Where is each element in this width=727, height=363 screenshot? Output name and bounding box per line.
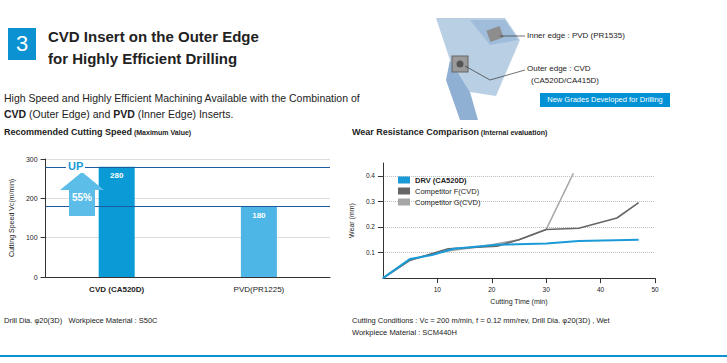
html-text:Workpiece Material : SCM440H: Workpiece Material : SCM440H xyxy=(352,328,457,337)
svg-text:0.1: 0.1 xyxy=(366,249,375,256)
html-text:(CA520D/CA415D): (CA520D/CA415D) xyxy=(531,76,599,85)
svg-text:300: 300 xyxy=(26,156,38,163)
html-text:New Grades Developed for Drill: New Grades Developed for Drilling xyxy=(547,95,663,104)
html-text:for Highly Efficient Drilling: for Highly Efficient Drilling xyxy=(48,50,238,67)
svg-text:DRV (CA520D): DRV (CA520D) xyxy=(415,176,467,185)
svg-text:0.4: 0.4 xyxy=(366,172,375,179)
svg-text:280: 280 xyxy=(110,171,124,180)
html-text:CVD (Outer Edge) and PVD (Inne: CVD (Outer Edge) and PVD (Inner Edge) In… xyxy=(4,108,234,120)
html-text:Recommended Cutting Speed(Maxi: Recommended Cutting Speed(Maximum Value) xyxy=(4,127,192,137)
svg-text:Competitor G(CVD): Competitor G(CVD) xyxy=(415,198,481,207)
svg-text:CVD (CA520D): CVD (CA520D) xyxy=(89,285,144,294)
svg-text:30: 30 xyxy=(543,286,551,293)
html-text:3: 3 xyxy=(15,31,29,56)
svg-text:PVD(PR1225): PVD(PR1225) xyxy=(234,285,285,294)
svg-text:200: 200 xyxy=(26,195,38,202)
svg-text:40: 40 xyxy=(597,286,605,293)
svg-text:100: 100 xyxy=(26,234,38,241)
svg-text:Competitor F(CVD): Competitor F(CVD) xyxy=(415,187,480,196)
svg-text:0.2: 0.2 xyxy=(366,223,375,230)
svg-text:Wear (mm): Wear (mm) xyxy=(348,203,356,238)
html-text:55%: 55% xyxy=(72,192,92,203)
html-text:CVD Insert on the Outer Edge: CVD Insert on the Outer Edge xyxy=(48,28,259,45)
html-text:Wear Resistance Comparison(Int: Wear Resistance Comparison(Internal eval… xyxy=(352,127,548,137)
html-text:Cutting Conditions : Vc = 200: Cutting Conditions : Vc = 200 m/min, f =… xyxy=(352,316,610,325)
html-text:Drill Dia. φ20(3D) Workpiece M: Drill Dia. φ20(3D) Workpiece Material : … xyxy=(4,316,158,325)
svg-text:0: 0 xyxy=(34,274,38,281)
svg-text:10: 10 xyxy=(434,286,442,293)
html-text:Inner edge : PVD (PR1535): Inner edge : PVD (PR1535) xyxy=(527,31,625,40)
html-text:UP: UP xyxy=(68,160,84,172)
svg-text:50: 50 xyxy=(651,286,659,293)
svg-text:0.3: 0.3 xyxy=(366,198,375,205)
svg-text:Cutting Speed Vc(m/min): Cutting Speed Vc(m/min) xyxy=(8,179,16,257)
html-text:High Speed and Highly Efficien: High Speed and Highly Efficient Machinin… xyxy=(4,92,360,104)
svg-text:20: 20 xyxy=(488,286,496,293)
svg-text:180: 180 xyxy=(252,211,266,220)
html-text:Outer edge : CVD: Outer edge : CVD xyxy=(527,64,591,73)
svg-text:Cutting Time (min): Cutting Time (min) xyxy=(490,298,547,306)
